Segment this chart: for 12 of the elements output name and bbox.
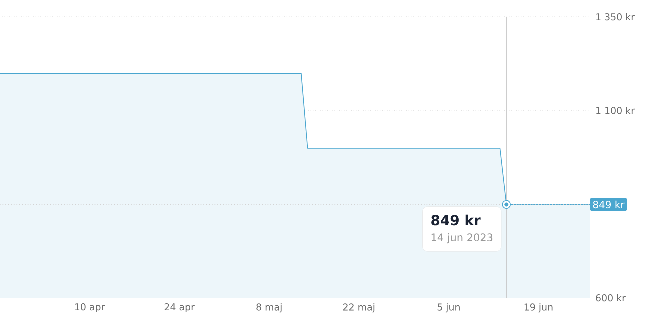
annotation: 14 jun 2023 [432, 233, 493, 244]
x-tick-label: 24 apr [164, 304, 195, 313]
ref-line-label: 849 kr [593, 200, 625, 209]
y-tick-label: 1 350 kr [596, 13, 635, 21]
y-tick-label: 600 kr [596, 294, 626, 302]
x-tick-label: 5 jun [438, 304, 460, 313]
x-tick-label: 19 jun [524, 304, 553, 313]
x-tick-label: 22 maj [343, 304, 375, 313]
y-tick-label: 1 100 kr [596, 107, 635, 114]
x-tick-label: 10 apr [75, 304, 106, 313]
x-tick-label: 8 maj [256, 304, 282, 313]
annotation: 849 kr [432, 214, 481, 226]
